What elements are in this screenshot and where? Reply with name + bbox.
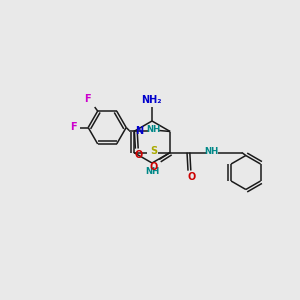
Text: F: F	[84, 94, 91, 104]
Text: O: O	[188, 172, 196, 182]
Text: S: S	[150, 146, 158, 157]
Text: O: O	[149, 163, 157, 172]
Text: F: F	[70, 122, 76, 133]
Text: NH: NH	[145, 167, 159, 176]
Text: O: O	[134, 149, 142, 160]
Text: NH₂: NH₂	[141, 95, 161, 105]
Text: NH: NH	[146, 125, 160, 134]
Text: NH: NH	[205, 147, 219, 156]
Text: N: N	[135, 125, 143, 136]
